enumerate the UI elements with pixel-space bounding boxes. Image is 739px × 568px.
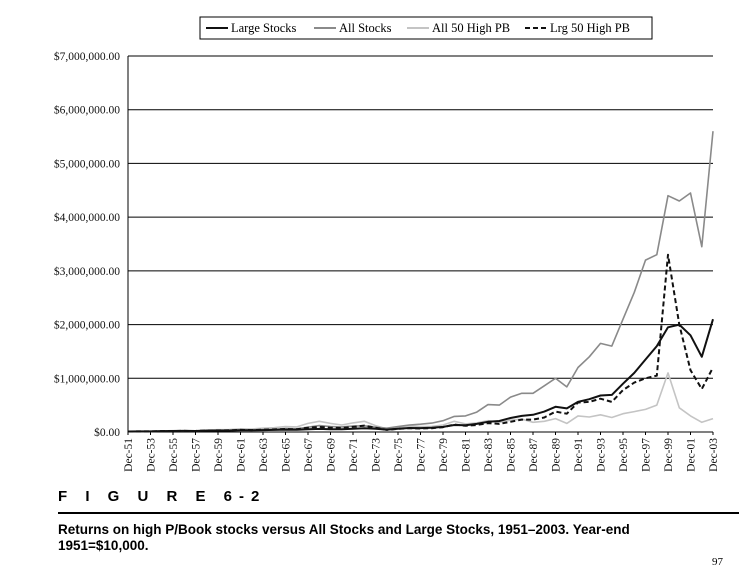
- x-tick-label: Dec-59: [213, 438, 225, 472]
- x-tick-label: Dec-75: [393, 438, 405, 472]
- x-tick-label: Dec-73: [371, 438, 383, 472]
- legend: Large Stocks All Stocks All 50 High PB L…: [199, 16, 653, 40]
- legend-label-lrg-50-high-pb: Lrg 50 High PB: [550, 21, 630, 35]
- x-tick-label: Dec-97: [641, 438, 653, 472]
- x-tick-label: Dec-95: [618, 438, 630, 472]
- x-tick-label: Dec-53: [146, 438, 158, 472]
- x-tick-label: Dec-51: [123, 438, 135, 472]
- x-tick-label: Dec-85: [506, 438, 518, 472]
- legend-label-all-50-high-pb: All 50 High PB: [432, 21, 510, 35]
- x-tick-label: Dec-81: [461, 438, 473, 472]
- x-tick-label: Dec-91: [573, 438, 585, 472]
- y-tick-label: $7,000,000.00: [54, 50, 120, 63]
- x-tick-label: Dec-71: [348, 438, 360, 472]
- y-tick-label: $5,000,000.00: [54, 157, 120, 170]
- x-tick-label: Dec-55: [168, 438, 180, 472]
- y-tick-label: $0.00: [94, 426, 120, 439]
- x-axis-tick-labels: Dec-51 Dec-53 Dec-55 Dec-57 Dec-59 Dec-61 Dec-…: [123, 432, 720, 472]
- x-tick-label: Dec-77: [416, 438, 428, 472]
- x-tick-label: Dec-99: [663, 438, 675, 472]
- x-tick-label: Dec-79: [438, 438, 450, 472]
- line-chart: $0.00 $1,000,000.00 $2,000,000.00 $3,000,00…: [54, 16, 720, 472]
- y-tick-label: $1,000,000.00: [54, 372, 120, 385]
- y-axis-tick-labels: $0.00 $1,000,000.00 $2,000,000.00 $3,000,00…: [54, 50, 120, 439]
- x-tick-label: Dec-03: [708, 438, 720, 472]
- figure-caption: Returns on high P/Book stocks versus All…: [58, 522, 630, 553]
- x-tick-label: Dec-93: [596, 438, 608, 472]
- legend-label-all-stocks: All Stocks: [339, 21, 392, 35]
- y-tick-label: $4,000,000.00: [54, 211, 120, 224]
- figure-label: F I G U R E 6-2: [58, 488, 267, 505]
- x-tick-label: Dec-63: [258, 438, 270, 472]
- x-tick-label: Dec-61: [236, 438, 248, 472]
- x-tick-label: Dec-69: [326, 438, 338, 472]
- series-line-large-stocks: [127, 318, 714, 433]
- x-tick-label: Dec-65: [281, 438, 293, 472]
- series-line-lrg-50-high-pb: [127, 253, 714, 433]
- series-lines: [127, 131, 714, 433]
- x-tick-label: Dec-67: [303, 438, 315, 472]
- figure-rule: [58, 512, 739, 514]
- x-tick-label: Dec-87: [528, 438, 540, 472]
- x-tick-label: Dec-01: [686, 438, 698, 472]
- y-tick-label: $2,000,000.00: [54, 319, 120, 332]
- page-number: 97: [712, 556, 723, 568]
- y-tick-label: $3,000,000.00: [54, 265, 120, 278]
- x-tick-label: Dec-83: [483, 438, 495, 472]
- y-gridlines: [128, 55, 713, 433]
- x-tick-label: Dec-57: [191, 438, 203, 472]
- series-line-all-stocks: [127, 131, 714, 433]
- x-tick-label: Dec-89: [551, 438, 563, 472]
- y-tick-label: $6,000,000.00: [54, 104, 120, 117]
- legend-label-large-stocks: Large Stocks: [231, 21, 297, 35]
